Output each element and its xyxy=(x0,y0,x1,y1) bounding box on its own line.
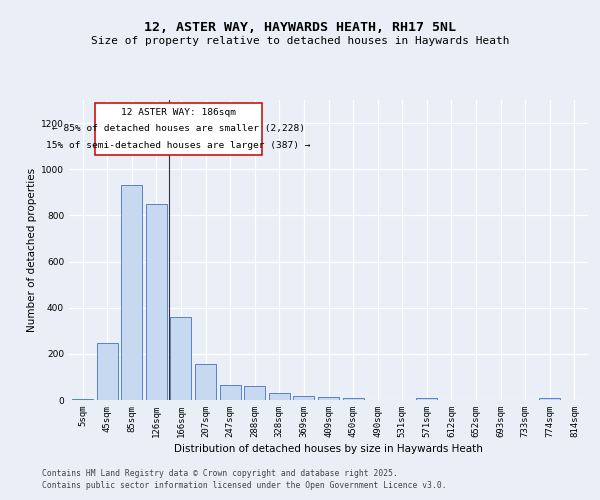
Bar xyxy=(195,364,216,400)
Text: Contains public sector information licensed under the Open Government Licence v3: Contains public sector information licen… xyxy=(42,482,446,490)
Text: 15% of semi-detached houses are larger (387) →: 15% of semi-detached houses are larger (… xyxy=(46,140,311,149)
Bar xyxy=(343,398,364,400)
Text: 12 ASTER WAY: 186sqm: 12 ASTER WAY: 186sqm xyxy=(121,108,236,117)
X-axis label: Distribution of detached houses by size in Haywards Heath: Distribution of detached houses by size … xyxy=(174,444,483,454)
Bar xyxy=(539,398,560,400)
Text: Contains HM Land Registry data © Crown copyright and database right 2025.: Contains HM Land Registry data © Crown c… xyxy=(42,470,398,478)
Bar xyxy=(416,398,437,400)
Bar xyxy=(293,396,314,400)
Bar xyxy=(269,393,290,400)
Bar xyxy=(121,186,142,400)
Bar xyxy=(244,386,265,400)
Y-axis label: Number of detached properties: Number of detached properties xyxy=(27,168,37,332)
Text: Size of property relative to detached houses in Haywards Heath: Size of property relative to detached ho… xyxy=(91,36,509,46)
Text: 12, ASTER WAY, HAYWARDS HEATH, RH17 5NL: 12, ASTER WAY, HAYWARDS HEATH, RH17 5NL xyxy=(144,21,456,34)
Bar xyxy=(146,204,167,400)
Bar xyxy=(97,343,118,400)
Text: ← 85% of detached houses are smaller (2,228): ← 85% of detached houses are smaller (2,… xyxy=(52,124,305,133)
Bar xyxy=(72,399,93,400)
Bar xyxy=(318,397,339,400)
FancyBboxPatch shape xyxy=(95,104,262,156)
Bar xyxy=(220,385,241,400)
Bar xyxy=(170,318,191,400)
